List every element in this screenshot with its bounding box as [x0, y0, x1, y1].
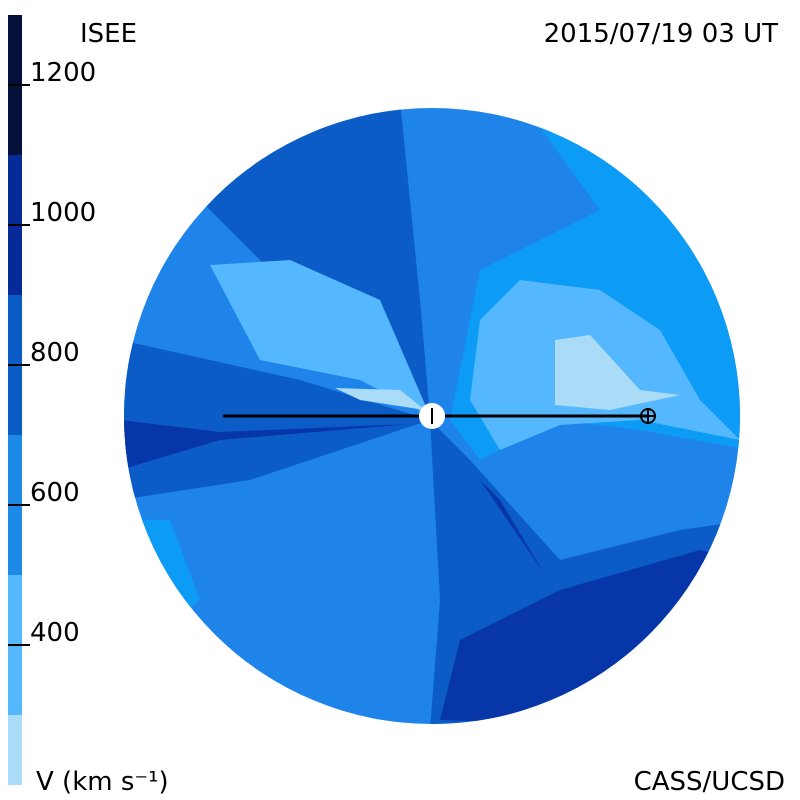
colorbar-tick-label: 600 [30, 478, 80, 508]
colorbar-tick-label: 1200 [30, 58, 96, 88]
timestamp: 2015/07/19 03 UT [544, 19, 778, 49]
colorbar-tick-label: 400 [30, 618, 80, 648]
colorbar-tick-label: 800 [30, 338, 80, 368]
credit: CASS/UCSD [634, 767, 785, 797]
instrument-label: ISEE [80, 19, 137, 49]
colorbar-tick-label: 1000 [30, 198, 96, 228]
colorbar-label: V (km s⁻¹) [36, 767, 169, 797]
velocity-map [124, 108, 740, 724]
earth [640, 408, 656, 424]
colorbar-band [8, 715, 22, 785]
